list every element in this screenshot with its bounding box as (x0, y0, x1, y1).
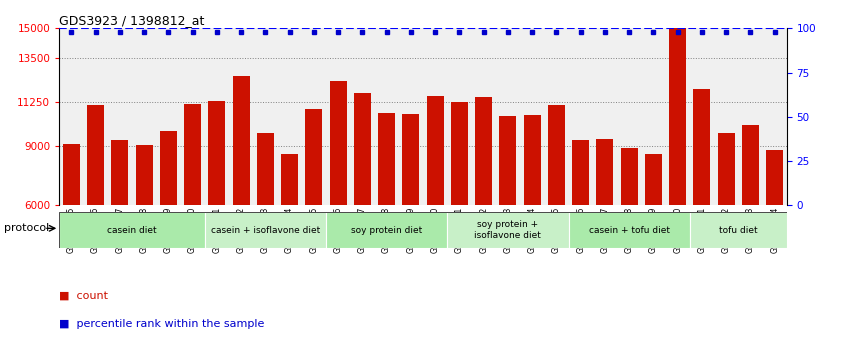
Text: protocol: protocol (4, 223, 49, 233)
Bar (87, 105, 104, 205)
Bar (326, 212, 448, 248)
Bar (257, 132, 274, 205)
Bar (281, 154, 298, 205)
Text: casein + isoflavone diet: casein + isoflavone diet (211, 225, 320, 235)
Bar (669, 28, 686, 205)
Bar (766, 150, 783, 205)
Bar (475, 97, 492, 205)
Bar (208, 101, 225, 205)
Bar (742, 125, 759, 205)
Text: casein + tofu diet: casein + tofu diet (589, 225, 670, 235)
Bar (59, 212, 205, 248)
Bar (694, 89, 711, 205)
Bar (448, 212, 569, 248)
Bar (689, 212, 787, 248)
Bar (621, 148, 638, 205)
Bar (499, 116, 516, 205)
Bar (378, 113, 395, 205)
Bar (160, 131, 177, 205)
Bar (426, 96, 443, 205)
Bar (596, 139, 613, 205)
Bar (572, 141, 589, 205)
Bar (717, 132, 734, 205)
Bar (451, 102, 468, 205)
Bar (569, 212, 689, 248)
Text: soy protein diet: soy protein diet (351, 225, 422, 235)
Text: GDS3923 / 1398812_at: GDS3923 / 1398812_at (59, 14, 205, 27)
Bar (645, 154, 662, 205)
Bar (330, 81, 347, 205)
Text: casein diet: casein diet (107, 225, 157, 235)
Bar (548, 105, 565, 205)
Bar (233, 75, 250, 205)
Text: ■  percentile rank within the sample: ■ percentile rank within the sample (59, 319, 265, 329)
Bar (403, 114, 420, 205)
Bar (205, 212, 326, 248)
Bar (305, 109, 322, 205)
Text: tofu diet: tofu diet (719, 225, 757, 235)
Bar (184, 104, 201, 205)
Bar (135, 145, 152, 205)
Bar (524, 115, 541, 205)
Bar (63, 144, 80, 205)
Text: soy protein +
isoflavone diet: soy protein + isoflavone diet (475, 221, 541, 240)
Bar (354, 93, 371, 205)
Bar (112, 141, 129, 205)
Text: ■  count: ■ count (59, 290, 108, 300)
